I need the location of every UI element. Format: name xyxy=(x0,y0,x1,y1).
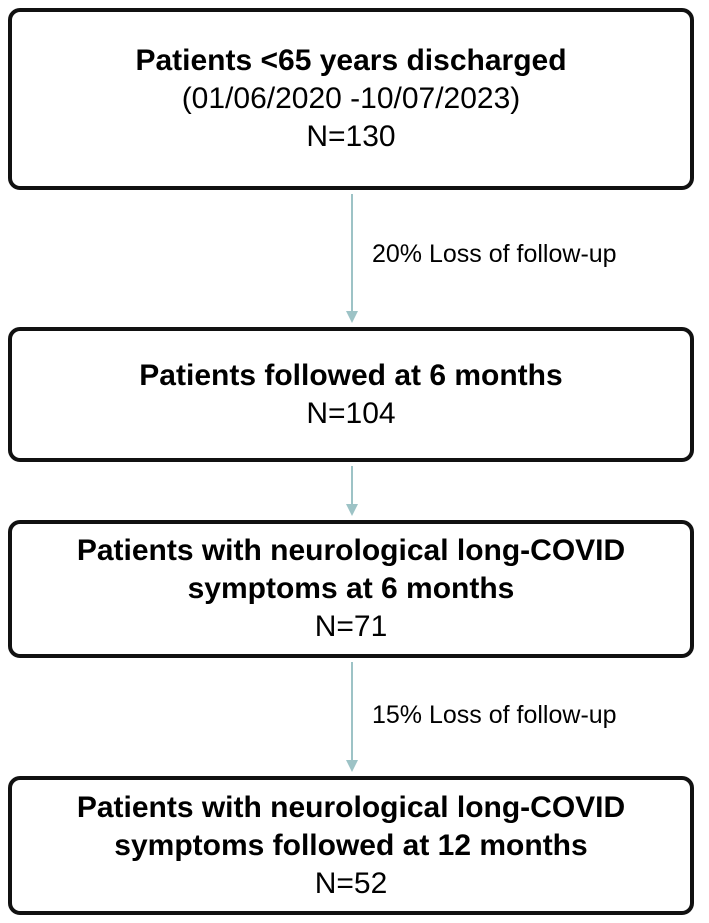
arrow-2 xyxy=(346,466,358,516)
box-neuro-symptoms-12-months: Patients with neurological long-COVID sy… xyxy=(8,776,694,915)
box-followed-6-months: Patients followed at 6 months N=104 xyxy=(8,327,694,462)
box-count: N=104 xyxy=(306,396,396,430)
loss-followup-label-2: 15% Loss of follow-up xyxy=(372,701,617,729)
arrow-1 xyxy=(346,194,358,323)
box-title: Patients <65 years discharged xyxy=(135,44,567,77)
box-count: N=71 xyxy=(314,610,388,643)
box-title-line-2: symptoms followed at 12 months xyxy=(114,828,588,862)
box-count: N=130 xyxy=(306,120,396,153)
box-neuro-symptoms-6-months: Patients with neurological long-COVID sy… xyxy=(8,520,694,658)
box-count: N=52 xyxy=(314,866,388,900)
box-discharged-patients: Patients <65 years discharged (01/06/202… xyxy=(8,8,694,190)
box-title-line-1: Patients with neurological long-COVID xyxy=(76,790,626,824)
box-title-line-1: Patients with neurological long-COVID xyxy=(76,534,626,567)
box-title: Patients followed at 6 months xyxy=(139,358,563,392)
arrow-3 xyxy=(346,662,358,772)
box-date-range: (01/06/2020 -10/07/2023) xyxy=(181,82,521,115)
box-title-line-2: symptoms at 6 months xyxy=(187,572,515,605)
loss-followup-label-1: 20% Loss of follow-up xyxy=(372,240,617,268)
